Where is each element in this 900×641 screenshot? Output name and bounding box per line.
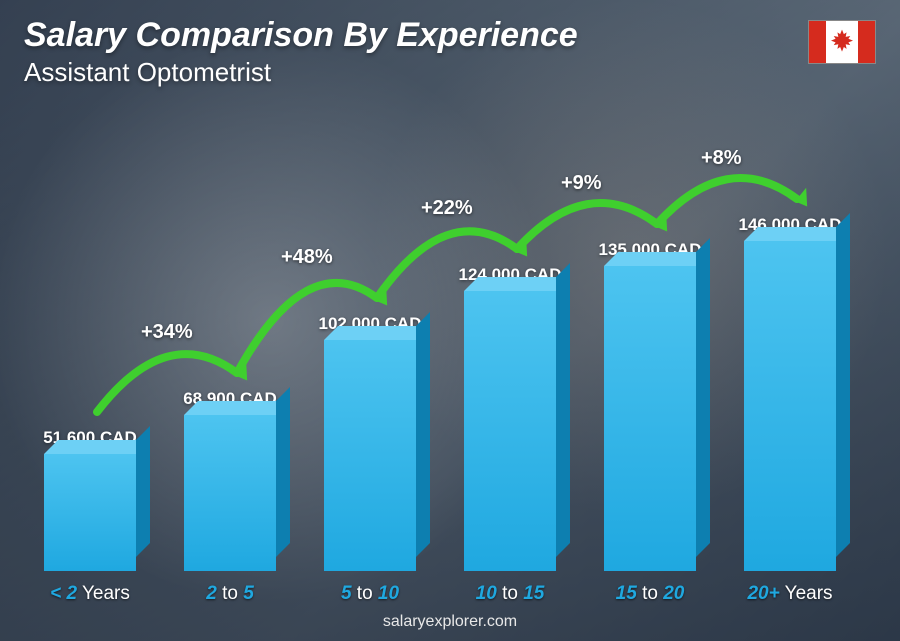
bar [44,454,136,571]
increase-label: +9% [561,172,602,195]
x-axis-label: 20+ Years [720,583,860,605]
maple-leaf-icon [831,30,853,54]
bar-side-face [416,312,430,557]
footer-credit: salaryexplorer.com [0,613,900,631]
x-axis-label: 15 to 20 [580,583,720,605]
increase-label: +8% [701,147,742,170]
flag-center [826,21,858,63]
chart-subtitle: Assistant Optometrist [24,57,578,88]
x-axis-label: < 2 Years [20,583,160,605]
flag-stripe-right [858,21,875,63]
bar-side-face [556,263,570,557]
canada-flag [808,20,876,64]
bar-group: 135,000 CAD15 to 20 [590,240,710,571]
bar-side-face [696,238,710,557]
bar-front [44,454,136,571]
increase-label: +34% [141,321,193,344]
chart-title: Salary Comparison By Experience [24,16,578,55]
increase-label: +22% [421,197,473,220]
title-block: Salary Comparison By Experience Assistan… [24,16,578,88]
increase-label: +48% [281,246,333,269]
bar-chart: 51,600 CAD< 2 Years68,900 CAD2 to 5102,0… [30,130,850,571]
x-axis-label: 10 to 15 [440,583,580,605]
bar [464,291,556,571]
bar-group: 146,000 CAD20+ Years [730,215,850,571]
bar [744,241,836,571]
flag-stripe-left [809,21,826,63]
x-axis-label: 5 to 10 [300,583,440,605]
bar-front [604,266,696,571]
bar-top-face [44,440,150,454]
bar-side-face [136,426,150,557]
bar [604,266,696,571]
bar-side-face [276,387,290,557]
bar-front [744,241,836,571]
bar-front [464,291,556,571]
x-axis-label: 2 to 5 [160,583,300,605]
bar-group: 51,600 CAD< 2 Years [30,428,150,571]
bar-side-face [836,213,850,557]
